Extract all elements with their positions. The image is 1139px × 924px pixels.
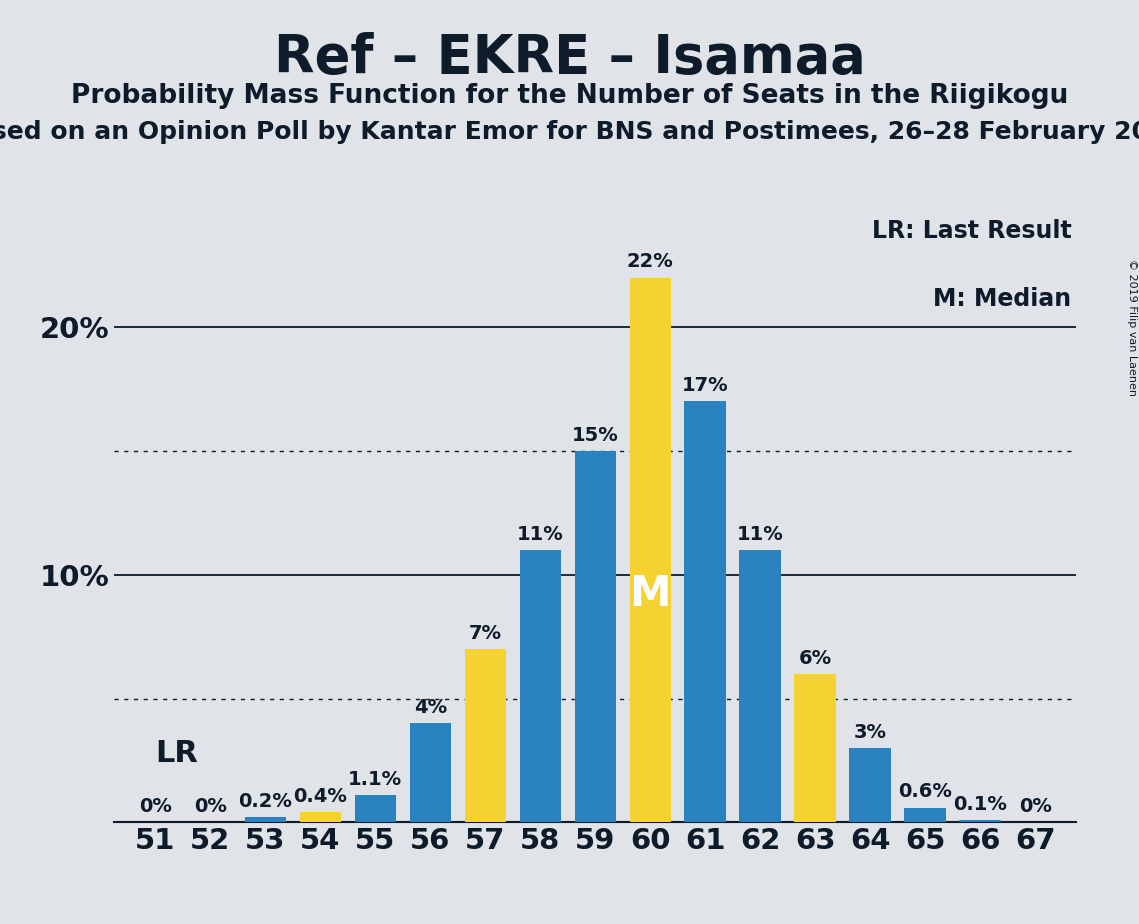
Text: 1.1%: 1.1%: [349, 770, 402, 789]
Bar: [959, 820, 1001, 822]
Text: 7%: 7%: [468, 624, 501, 643]
Text: 11%: 11%: [737, 525, 784, 543]
Text: 0%: 0%: [139, 797, 172, 816]
Text: M: M: [630, 573, 671, 614]
Text: LR: Last Result: LR: Last Result: [871, 219, 1072, 243]
Text: 11%: 11%: [517, 525, 564, 543]
Text: © 2019 Filip van Laenen: © 2019 Filip van Laenen: [1126, 259, 1137, 395]
Bar: [904, 808, 945, 822]
Bar: [519, 550, 560, 822]
Bar: [739, 550, 780, 822]
Text: 4%: 4%: [413, 699, 446, 717]
Text: M: Median: M: Median: [934, 286, 1072, 310]
Text: 6%: 6%: [798, 649, 831, 667]
Text: Ref – EKRE – Isamaa: Ref – EKRE – Isamaa: [273, 32, 866, 84]
Bar: [574, 451, 616, 822]
Text: LR: LR: [155, 739, 198, 768]
Bar: [354, 796, 395, 822]
Text: 0%: 0%: [194, 797, 227, 816]
Bar: [630, 277, 671, 822]
Text: 0.1%: 0.1%: [953, 795, 1007, 814]
Bar: [795, 674, 836, 822]
Bar: [685, 401, 726, 822]
Bar: [245, 818, 286, 822]
Bar: [850, 748, 891, 822]
Bar: [410, 723, 451, 822]
Text: 0.4%: 0.4%: [293, 787, 347, 807]
Bar: [300, 812, 341, 822]
Text: 22%: 22%: [626, 252, 673, 272]
Text: 3%: 3%: [853, 723, 886, 742]
Text: 0.6%: 0.6%: [899, 783, 952, 801]
Text: Probability Mass Function for the Number of Seats in the Riigikogu: Probability Mass Function for the Number…: [71, 83, 1068, 109]
Text: 17%: 17%: [682, 376, 729, 395]
Text: Based on an Opinion Poll by Kantar Emor for BNS and Postimees, 26–28 February 20: Based on an Opinion Poll by Kantar Emor …: [0, 120, 1139, 144]
Text: 15%: 15%: [572, 426, 618, 444]
Bar: [465, 649, 506, 822]
Text: 0%: 0%: [1018, 797, 1051, 816]
Text: 0.2%: 0.2%: [238, 792, 292, 811]
